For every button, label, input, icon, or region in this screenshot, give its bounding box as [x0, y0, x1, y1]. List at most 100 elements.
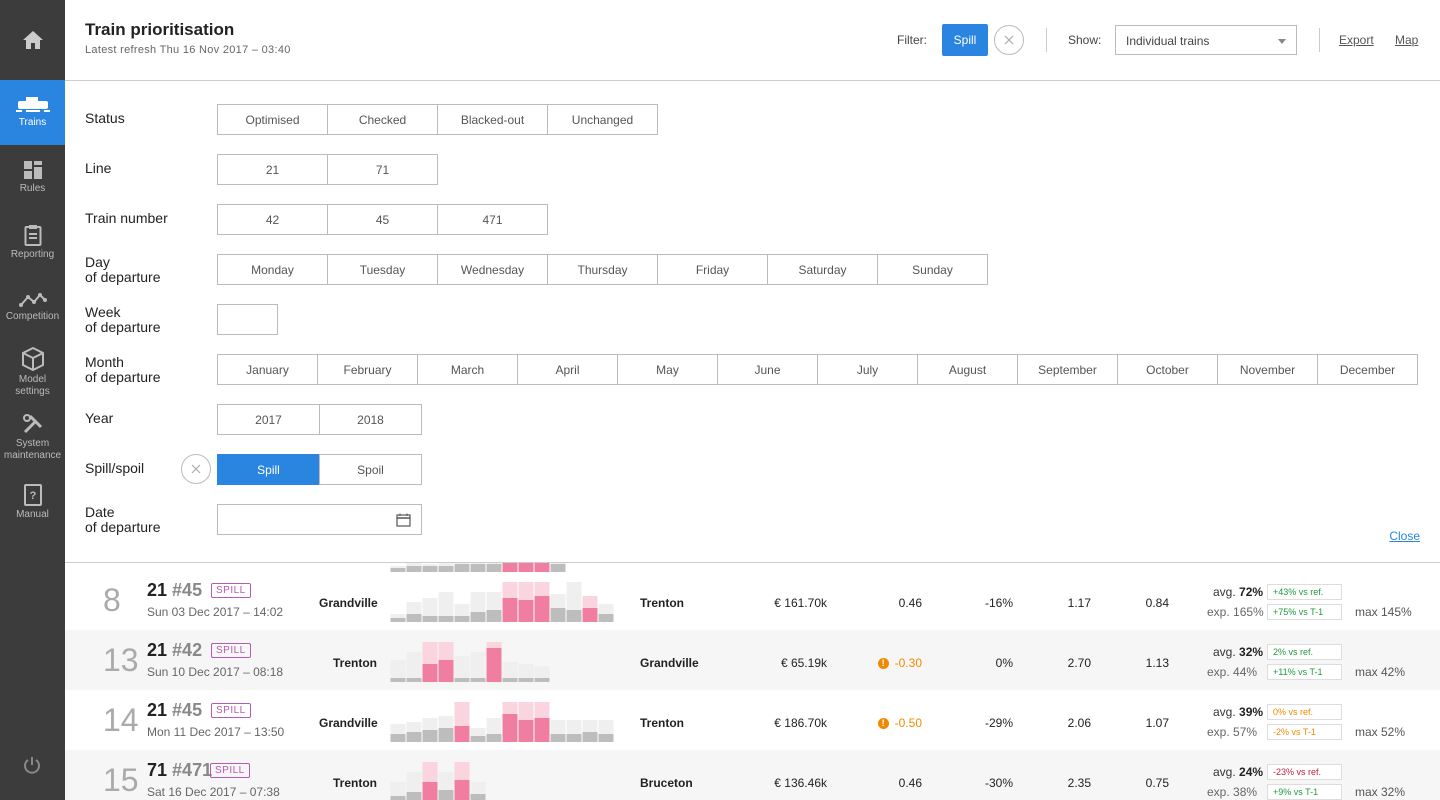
month-option[interactable]: March [417, 354, 518, 385]
sparkline-bar [422, 616, 438, 622]
table-row[interactable]: 13 21 #42 SPILL Sun 10 Dec 2017 – 08:18 … [65, 630, 1440, 690]
sidebar-item-rules[interactable]: Rules [0, 145, 65, 210]
month-option[interactable]: May [617, 354, 718, 385]
avg-delta-pill: 0% vs ref. [1267, 704, 1342, 720]
home-button[interactable] [0, 0, 65, 80]
date-field[interactable] [217, 504, 422, 535]
sparkline-bar [422, 730, 438, 742]
sparkline-bar [438, 616, 454, 622]
month-option[interactable]: June [717, 354, 818, 385]
day-option[interactable]: Tuesday [327, 254, 438, 285]
year-option[interactable]: 2018 [319, 404, 422, 435]
sparkline-bar [486, 734, 502, 742]
destination-station: Bruceton [640, 776, 693, 790]
calendar-icon[interactable] [396, 513, 411, 527]
month-option[interactable]: December [1317, 354, 1418, 385]
day-option[interactable]: Thursday [547, 254, 658, 285]
train-number-label: Train number [85, 210, 168, 226]
export-link[interactable]: Export [1339, 33, 1374, 47]
metric-1: 2.06 [1067, 716, 1091, 730]
month-option[interactable]: January [217, 354, 318, 385]
sparkline-bar [598, 614, 614, 622]
status-option[interactable]: Blacked-out [437, 104, 548, 135]
line-option[interactable]: 21 [217, 154, 328, 185]
spill-option[interactable]: Spoil [319, 454, 422, 485]
sidebar-item-reporting[interactable]: Reporting [0, 210, 65, 275]
train-list: 8 21 #45 SPILL Sun 03 Dec 2017 – 14:02 G… [65, 563, 1440, 800]
date-input[interactable] [217, 504, 422, 535]
status-option[interactable]: Optimised [217, 104, 328, 135]
active-filter-spill[interactable]: Spill [942, 24, 988, 56]
sparkline-bar [502, 598, 518, 622]
expected-load: exp. 57% [1207, 725, 1258, 739]
sparkline-bar-bg [518, 664, 534, 682]
show-select[interactable]: Individual trains [1115, 25, 1297, 55]
avg-value: 32% [1239, 645, 1264, 659]
exp-delta-pill: +9% vs T-1 [1267, 784, 1342, 800]
day-option[interactable]: Sunday [877, 254, 988, 285]
spill-badge: SPILL [211, 643, 251, 658]
month-option[interactable]: April [517, 354, 618, 385]
origin-station: Trenton [333, 656, 377, 670]
month-option[interactable]: August [917, 354, 1018, 385]
avg-delta-pill: -23% vs ref. [1267, 764, 1342, 780]
spill-option[interactable]: Spill [217, 454, 320, 485]
month-option[interactable]: February [317, 354, 418, 385]
train-option[interactable]: 471 [437, 204, 548, 235]
expected-load: exp. 38% [1207, 785, 1258, 799]
year-option[interactable]: 2017 [217, 404, 320, 435]
train-option[interactable]: 42 [217, 204, 328, 235]
close-filters-link[interactable]: Close [1389, 529, 1420, 543]
line-option[interactable]: 71 [327, 154, 438, 185]
clear-spill-button[interactable] [181, 454, 211, 484]
table-row[interactable]: 14 21 #45 SPILL Mon 11 Dec 2017 – 13:50 … [65, 690, 1440, 750]
table-row[interactable]: 15 71 #471 SPILL Sat 16 Dec 2017 – 07:38… [65, 750, 1440, 800]
day-label-line1: Day [85, 254, 110, 270]
train-id: 21 #42 [147, 640, 202, 661]
day-option[interactable]: Monday [217, 254, 328, 285]
metric-2: 0.75 [1145, 776, 1169, 790]
month-option[interactable]: November [1217, 354, 1318, 385]
status-option[interactable]: Checked [327, 104, 438, 135]
sidebar-item-system-maintenance[interactable]: System maintenance [0, 405, 65, 470]
week-field[interactable] [217, 304, 278, 335]
power-button[interactable] [22, 755, 42, 780]
home-icon [22, 31, 43, 49]
sidebar-item-model-settings[interactable]: Model settings [0, 340, 65, 405]
divider [1319, 28, 1320, 52]
sparkline-bar [486, 610, 502, 622]
day-option[interactable]: Friday [657, 254, 768, 285]
divider [65, 562, 1440, 563]
map-link[interactable]: Map [1395, 33, 1419, 47]
sidebar-item-competition[interactable]: Competition [0, 275, 65, 340]
exp-delta-pill: -2% vs T-1 [1267, 724, 1342, 740]
sidebar-item-manual[interactable]: ? Manual [0, 470, 65, 535]
status-option[interactable]: Unchanged [547, 104, 658, 135]
sparkline-bar [406, 678, 422, 682]
avg-value: 24% [1239, 765, 1264, 779]
train-number: #45 [172, 700, 203, 720]
sparkline-bar [454, 780, 470, 800]
sparkline-bar [390, 734, 406, 742]
destination-station: Trenton [640, 716, 684, 730]
avg-value: 39% [1239, 705, 1264, 719]
week-input[interactable] [217, 304, 278, 335]
table-row[interactable]: 8 21 #45 SPILL Sun 03 Dec 2017 – 14:02 G… [65, 570, 1440, 630]
clear-filter-button[interactable] [994, 25, 1024, 55]
month-option[interactable]: October [1117, 354, 1218, 385]
avg-label: avg. [1213, 645, 1236, 659]
month-option[interactable]: September [1017, 354, 1118, 385]
train-option[interactable]: 45 [327, 204, 438, 235]
line-segmented: 21 71 [217, 154, 438, 185]
sidebar-item-trains[interactable]: Trains [0, 80, 65, 145]
line-number: 21 [147, 640, 168, 660]
day-option[interactable]: Wednesday [437, 254, 548, 285]
exp-delta-pill: +11% vs T-1 [1267, 664, 1342, 680]
sparkline-bar [390, 678, 406, 682]
expected-load: exp. 165% [1207, 605, 1264, 619]
page-header: Train prioritisation Latest refresh Thu … [65, 0, 1440, 81]
sparkline-bar [406, 792, 422, 800]
day-option[interactable]: Saturday [767, 254, 878, 285]
score: ! -0.30 [832, 656, 922, 670]
month-option[interactable]: July [817, 354, 918, 385]
